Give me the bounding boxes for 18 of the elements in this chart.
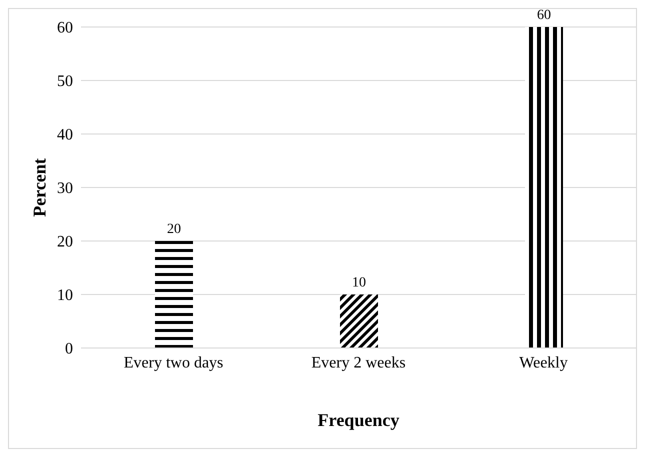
y-tick-label: 0 (65, 340, 73, 358)
y-axis-title: Percent (29, 158, 50, 217)
x-tick-label: Every two days (124, 354, 224, 372)
bar (155, 241, 193, 348)
data-label: 60 (537, 8, 551, 23)
x-tick-label: Weekly (519, 354, 568, 372)
data-label: 20 (167, 222, 181, 237)
y-tick-label: 20 (57, 234, 73, 251)
y-tick-label: 60 (57, 20, 73, 37)
bar (525, 27, 563, 348)
x-tick-label: Every 2 weeks (311, 354, 406, 372)
y-tick-label: 40 (57, 126, 73, 144)
data-label: 10 (352, 276, 366, 290)
y-tick-label: 50 (57, 73, 73, 90)
y-tick-label: 10 (57, 287, 73, 304)
x-axis-title: Frequency (318, 410, 400, 430)
y-tick-label: 30 (57, 180, 73, 198)
bar (340, 294, 378, 348)
